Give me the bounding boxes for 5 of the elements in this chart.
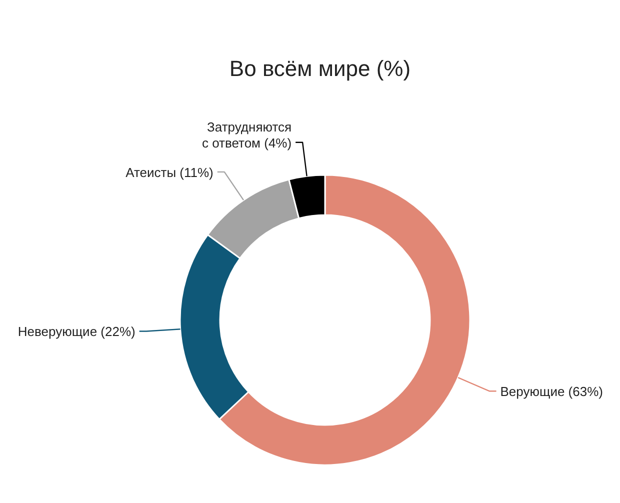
chart-title: Во всём мире (%) <box>228 56 412 82</box>
slice-label: Атеисты (11%) <box>126 164 214 180</box>
slice-label: Верующие (63%) <box>500 384 603 399</box>
slice-label: Затрудняются с ответом (4%) <box>202 118 292 150</box>
slice-label: Неверующие (22%) <box>18 324 136 339</box>
